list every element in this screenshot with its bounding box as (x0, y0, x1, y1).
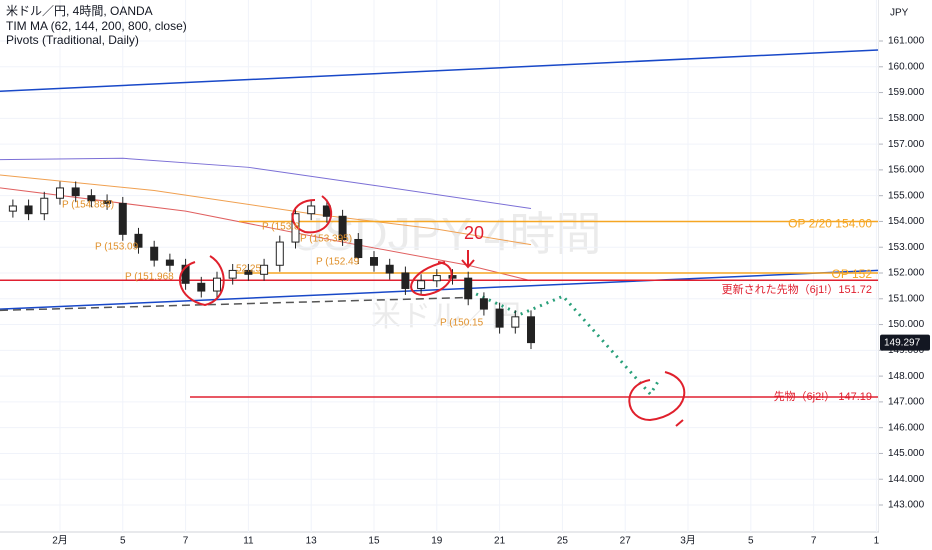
candle-body (181, 264, 190, 284)
candle-body (495, 308, 504, 328)
x-tick-label: 15 (368, 536, 380, 547)
y-tick-label: 145.000 (888, 448, 925, 459)
last-price-box (880, 334, 930, 351)
candle-body (87, 195, 96, 202)
candle-body (401, 272, 410, 289)
x-tick-label: 2月 (52, 535, 68, 547)
y-tick-label: 156.000 (888, 165, 925, 176)
candle-body (55, 187, 64, 199)
candle-body (369, 257, 378, 266)
header-line: Pivots (Traditional, Daily) (6, 33, 139, 47)
annotation: P (152.49 (316, 257, 360, 268)
header-line: TIM MA (62, 144, 200, 800, close) (6, 19, 187, 33)
x-tick-label: 7 (183, 536, 189, 547)
x-tick-label: 1 (874, 536, 880, 547)
annotation: P (153.8 (262, 222, 300, 233)
candle-body (244, 269, 253, 275)
circle-drawing (410, 261, 453, 297)
y-tick-label: 143.000 (888, 500, 925, 511)
candle-body (527, 316, 536, 344)
candle-body (71, 187, 80, 197)
y-tick-label: 160.000 (888, 61, 925, 72)
circle-drawing (291, 195, 333, 234)
x-tick-label: 27 (620, 536, 632, 547)
price-axis (879, 0, 932, 550)
y-tick-label: 144.000 (888, 474, 925, 485)
candle-body (479, 298, 488, 310)
candle-body (134, 233, 143, 248)
candle-body (228, 269, 237, 279)
annotation: 20 (464, 223, 484, 243)
annotation: P (151.968 (125, 272, 174, 283)
candle-body (417, 280, 426, 289)
last-price-label: 149.297 (884, 337, 921, 348)
candle-body (464, 277, 473, 300)
candle-body (24, 205, 33, 215)
candle-body (275, 241, 284, 266)
drawn-line (0, 49, 879, 93)
y-tick-label: 153.000 (888, 242, 925, 253)
annotation: P (150.15 (440, 318, 484, 329)
drawn-line (0, 296, 470, 312)
candle-body (40, 197, 49, 215)
circle-drawing (178, 255, 225, 307)
y-tick-label: 155.000 (888, 190, 925, 201)
annotation: P (154.883) (62, 200, 114, 211)
candle-body (118, 202, 127, 235)
x-tick-label: 21 (494, 536, 506, 547)
y-tick-label: 147.000 (888, 397, 925, 408)
circle-drawing (675, 419, 684, 427)
y-tick-label: 152.000 (888, 268, 925, 279)
y-tick-label: 150.000 (888, 319, 925, 330)
candle-body (103, 200, 112, 204)
y-tick-label: 161.000 (888, 36, 925, 47)
x-tick-label: 11 (243, 536, 254, 547)
candle-body (338, 215, 347, 240)
candle-body (165, 259, 174, 266)
circle-drawing (628, 371, 686, 422)
annotation: P (153.395) (300, 234, 352, 245)
x-tick-label: 3月 (680, 535, 696, 547)
y-tick-label: 158.000 (888, 113, 925, 124)
candle-body (212, 277, 221, 292)
header-line: 米ドル／円, 4時間, OANDA (6, 4, 153, 18)
moving-average (0, 157, 532, 210)
candle-body (385, 264, 394, 274)
x-tick-label: 19 (431, 536, 443, 547)
currency: JPY (890, 8, 909, 19)
annotation: OP 152 (832, 267, 873, 281)
plot (0, 0, 879, 532)
x-tick-label: 5 (120, 536, 126, 547)
candle-body (197, 282, 206, 292)
y-tick-label: 148.000 (888, 371, 925, 382)
candle-body (511, 316, 520, 328)
x-tick-label: 5 (748, 536, 754, 547)
x-tick-label: 7 (811, 536, 817, 547)
x-tick-label: 25 (557, 536, 569, 547)
annotation: OP 2/20 154.00 (788, 217, 872, 231)
y-tick-label: 151.000 (888, 293, 925, 304)
candle-body (260, 264, 269, 275)
candle-body (307, 205, 316, 215)
candle-body (150, 246, 159, 261)
candle-body (354, 238, 363, 259)
annotation: 先物（6j2!） 147.19 (774, 389, 872, 403)
annotation: 52.25 (236, 264, 261, 275)
y-tick-label: 146.000 (888, 422, 925, 433)
drawn-line (469, 289, 662, 397)
arrow (461, 250, 475, 269)
y-tick-label: 157.000 (888, 139, 925, 150)
y-tick-label: 159.000 (888, 87, 925, 98)
candle-body (432, 275, 441, 282)
drawings (178, 195, 686, 427)
annotation: 更新された先物（6j1!）151.72 (722, 282, 872, 296)
y-tick-label: 154.000 (888, 216, 925, 227)
annotation: P (153.09 (95, 242, 139, 253)
candle-body (8, 205, 17, 212)
x-tick-label: 13 (306, 536, 318, 547)
